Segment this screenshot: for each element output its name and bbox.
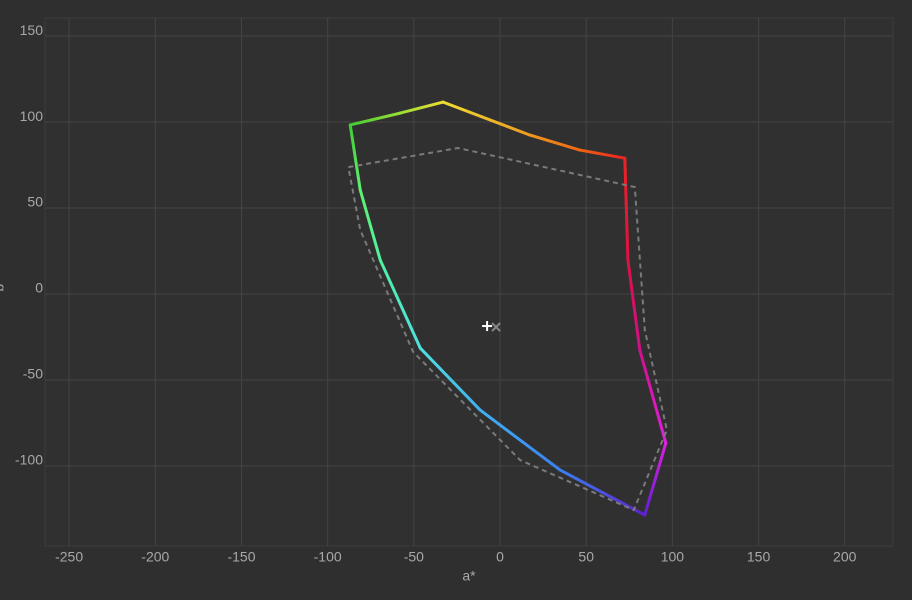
x-tick-label: 100 [661,549,685,565]
plot-area [44,17,894,547]
x-tick-label: -250 [55,549,83,565]
x-tick-label: 50 [578,549,594,565]
gamut-segment [348,123,362,192]
y-tick-label: 50 [27,194,43,210]
gamut-segment [643,441,668,517]
y-tick-label: 0 [35,280,43,296]
gamut-segment [626,258,642,352]
y-tick-label: 100 [20,108,44,124]
gamut-segment [378,258,422,350]
gamut-segment [358,188,382,262]
x-tick-label: -50 [404,549,424,565]
y-tick-label: -100 [15,452,43,468]
cross-marker [491,322,501,332]
x-axis-label: a* [462,568,476,584]
x-tick-label: 150 [747,549,771,565]
x-tick-label: -150 [227,549,255,565]
y-tick-label: 150 [20,22,44,38]
gamut-segment [398,100,445,115]
y-axis-label: b* [0,278,7,292]
plus-marker [482,321,493,332]
gamut-segment [558,468,647,517]
reference-gamut [347,147,668,512]
gamut-segment [418,346,482,412]
x-tick-label: -200 [141,549,169,565]
gamut-segment [478,408,562,472]
gamut-segment [638,348,668,445]
x-tick-label: -100 [314,549,342,565]
gamut-segment [348,111,402,127]
x-tick-label: 0 [496,549,504,565]
gamut-segment [578,148,627,160]
gamut-segment [528,133,582,152]
y-tick-label: -50 [23,366,43,382]
gamut-segment [623,156,630,262]
x-tick-label: 200 [833,549,857,565]
gamut-segment [441,100,532,137]
